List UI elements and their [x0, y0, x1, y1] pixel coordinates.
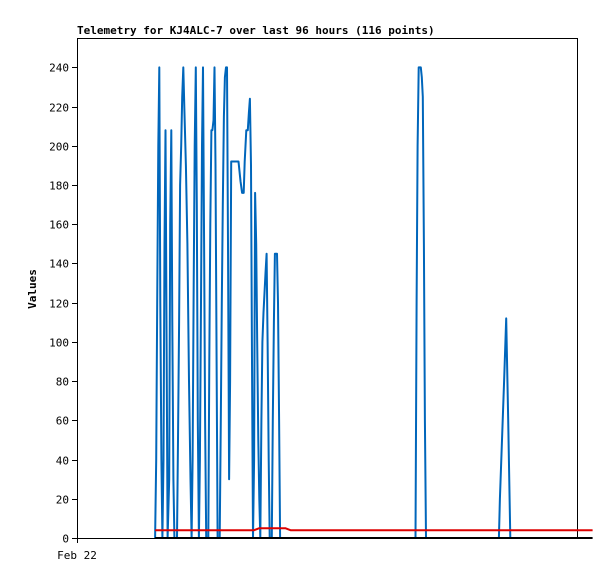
y-tick-label: 40 [56, 455, 69, 468]
x-axis: Feb 22 [57, 538, 97, 562]
y-tick-label: 120 [49, 298, 69, 311]
y-tick-label: 220 [49, 102, 69, 115]
y-tick-label: 140 [49, 258, 69, 271]
y-tick-label: 60 [56, 415, 69, 428]
y-tick-label: 240 [49, 62, 69, 75]
y-tick-label: 160 [49, 219, 69, 232]
series-line-1 [154, 66, 512, 539]
x-tick-label: Feb 22 [57, 549, 97, 562]
y-tick-label: 100 [49, 337, 69, 350]
y-axis: 0 20 40 60 80 100 120 140 160 180 200 220 240 [49, 62, 77, 546]
y-tick-label: 200 [49, 141, 69, 154]
y-tick-label: 0 [62, 533, 69, 546]
series-layer [154, 66, 593, 539]
y-tick-label: 80 [56, 376, 69, 389]
series-line-2 [155, 527, 593, 532]
y-tick-label: 180 [49, 180, 69, 193]
chart-title: Telemetry for KJ4ALC-7 over last 96 hour… [77, 24, 435, 37]
y-axis-label: Values [26, 269, 39, 309]
y-tick-label: 20 [56, 494, 69, 507]
